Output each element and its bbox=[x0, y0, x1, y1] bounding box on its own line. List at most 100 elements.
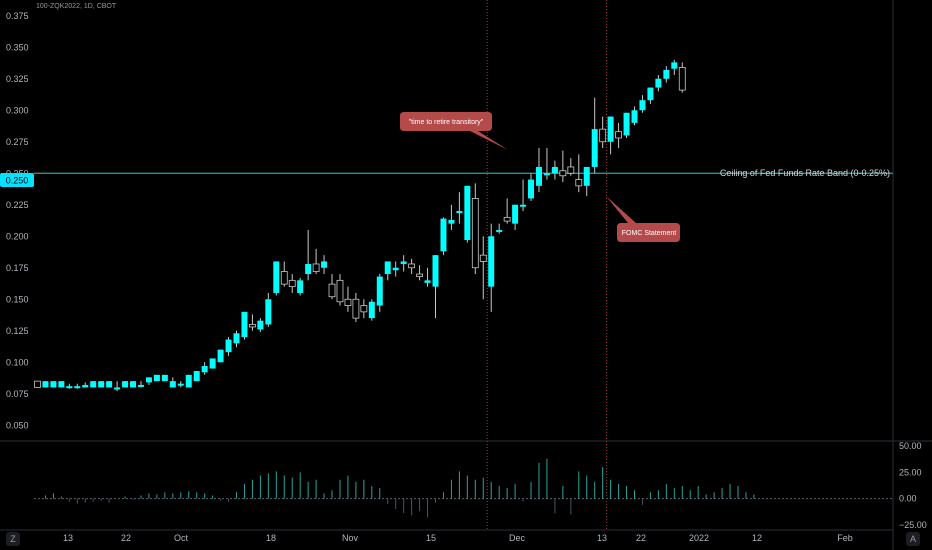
candle-body bbox=[305, 263, 312, 275]
candle bbox=[50, 381, 57, 388]
candle bbox=[432, 255, 439, 319]
candle bbox=[535, 148, 542, 193]
price-axis-tick: 0.050 bbox=[6, 420, 29, 430]
candle-body bbox=[543, 173, 550, 176]
candle-body bbox=[400, 261, 407, 264]
candle-body bbox=[50, 381, 57, 388]
candle-body bbox=[201, 366, 208, 373]
candle-body bbox=[66, 386, 73, 389]
auto-scale-button[interactable]: A bbox=[906, 532, 920, 546]
oscillator-axis[interactable]: 50.00 25.00 0.00 −25.00 bbox=[899, 441, 927, 530]
candle bbox=[305, 229, 312, 281]
annotation-transitory[interactable]: "time to retire transitory" bbox=[400, 112, 508, 150]
candle-body bbox=[615, 131, 622, 139]
candle-body bbox=[217, 349, 224, 363]
candle bbox=[551, 160, 558, 180]
timezone-button[interactable]: Z bbox=[6, 532, 20, 546]
candle-body bbox=[591, 129, 598, 167]
candle bbox=[503, 198, 511, 224]
time-axis[interactable]: 13 22 Oct 18 Nov 15 Dec 13 22 2022 12 Feb bbox=[63, 533, 853, 543]
candle bbox=[368, 299, 375, 321]
candle bbox=[520, 179, 527, 212]
candle bbox=[328, 274, 336, 300]
candle bbox=[249, 314, 256, 331]
price-axis-tick: 0.275 bbox=[6, 137, 29, 147]
candle bbox=[471, 183, 479, 275]
candle bbox=[639, 95, 646, 113]
candle-body bbox=[42, 381, 49, 388]
candle-body bbox=[241, 311, 248, 338]
candle bbox=[42, 381, 49, 388]
candle bbox=[233, 330, 240, 348]
candle-body bbox=[655, 78, 662, 88]
candle-body bbox=[503, 216, 511, 222]
candle bbox=[82, 382, 89, 388]
candle-body bbox=[599, 128, 607, 143]
price-tag: 0.250 bbox=[0, 173, 34, 187]
time-axis-tick: 2022 bbox=[689, 533, 709, 543]
time-axis-tick: 15 bbox=[426, 533, 436, 543]
candle bbox=[336, 274, 344, 306]
candle bbox=[122, 381, 129, 388]
candle-body bbox=[607, 116, 614, 142]
annotation-fomc-text: FOMC Statement bbox=[622, 230, 677, 237]
candle bbox=[225, 337, 232, 356]
candle bbox=[376, 274, 383, 312]
candle bbox=[479, 236, 487, 300]
candle-body bbox=[145, 377, 152, 383]
candle-body bbox=[233, 333, 240, 344]
candle bbox=[583, 166, 590, 196]
candle bbox=[360, 299, 368, 319]
price-axis-tick: 0.300 bbox=[6, 105, 29, 115]
candle-body bbox=[456, 211, 463, 214]
candle bbox=[671, 59, 678, 75]
candle bbox=[297, 277, 304, 296]
candle-body bbox=[559, 170, 567, 177]
candle-body bbox=[471, 198, 479, 269]
candle bbox=[456, 192, 463, 224]
candle bbox=[217, 349, 224, 363]
candle bbox=[400, 255, 407, 272]
oscillator-series bbox=[34, 458, 893, 518]
candle-body bbox=[583, 166, 590, 186]
candle bbox=[34, 380, 41, 388]
candle-body bbox=[106, 381, 113, 388]
candle-body bbox=[440, 218, 447, 252]
candle-body bbox=[551, 166, 558, 174]
price-axis-tick: 0.375 bbox=[6, 11, 29, 21]
price-axis[interactable]: 0.375 0.350 0.325 0.300 0.275 0.250 0.225 0.200… bbox=[6, 11, 29, 431]
candle bbox=[273, 261, 280, 296]
candle-body bbox=[336, 279, 344, 303]
annotation-transitory-text: "time to retire transitory" bbox=[409, 119, 484, 126]
candlestick-series bbox=[34, 59, 686, 392]
candle-body bbox=[225, 339, 232, 353]
event-vertical-lines bbox=[486, 0, 608, 530]
candle-body bbox=[512, 204, 519, 224]
candle bbox=[185, 374, 192, 388]
annotation-fomc[interactable]: FOMC Statement bbox=[606, 196, 680, 242]
candle bbox=[74, 383, 81, 389]
candle bbox=[312, 248, 320, 275]
candle bbox=[106, 381, 113, 388]
candle-body bbox=[479, 254, 487, 262]
candle bbox=[90, 381, 97, 388]
candle-body bbox=[464, 185, 471, 241]
candle bbox=[559, 150, 567, 183]
candle-body bbox=[671, 62, 678, 69]
candle-body bbox=[114, 387, 121, 390]
candle bbox=[615, 122, 622, 149]
candle-body bbox=[535, 166, 542, 186]
price-axis-tick: 0.350 bbox=[6, 42, 29, 52]
candle-body bbox=[137, 384, 144, 387]
candle bbox=[265, 292, 272, 327]
candle-body bbox=[98, 381, 105, 388]
candle bbox=[169, 377, 176, 388]
candle-body bbox=[567, 166, 575, 174]
candle bbox=[161, 374, 168, 382]
candle bbox=[575, 154, 583, 193]
candle-body bbox=[185, 374, 192, 388]
candle bbox=[352, 292, 360, 322]
candle-body bbox=[678, 67, 686, 91]
